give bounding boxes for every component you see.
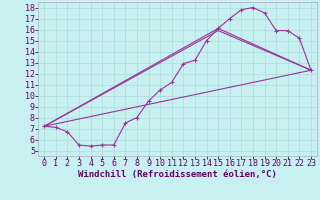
X-axis label: Windchill (Refroidissement éolien,°C): Windchill (Refroidissement éolien,°C) bbox=[78, 170, 277, 179]
